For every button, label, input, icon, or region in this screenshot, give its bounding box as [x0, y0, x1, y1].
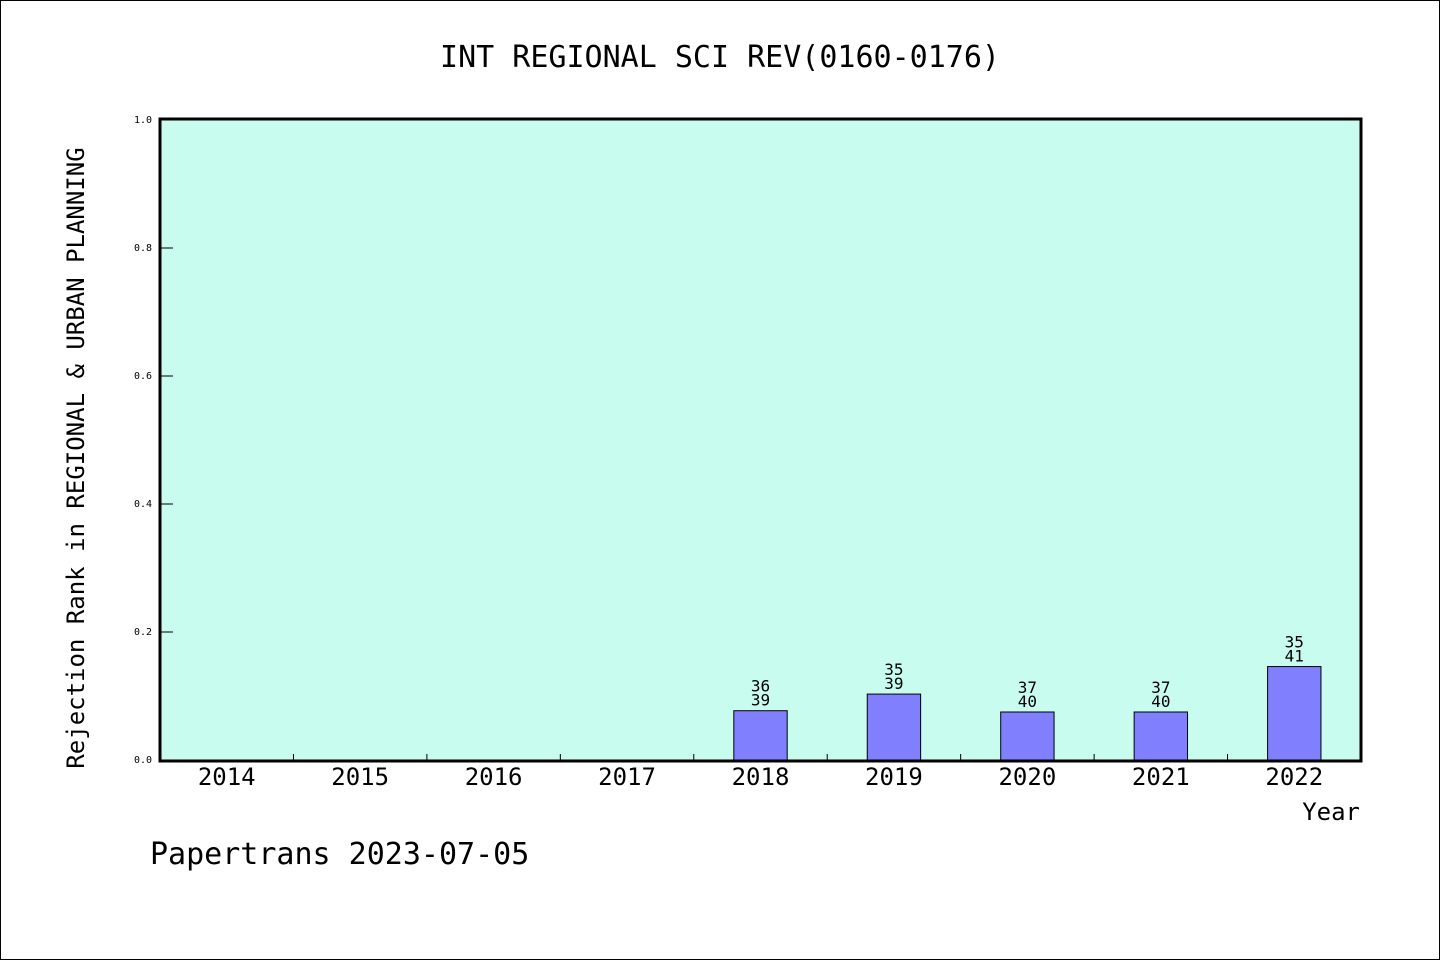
- y-tick-label: 0.2: [134, 627, 152, 638]
- x-tick-label: 2020: [998, 763, 1056, 791]
- x-tick-label: 2021: [1132, 763, 1190, 791]
- y-tick-label: 0.8: [134, 243, 152, 254]
- footer-credit: Papertrans 2023-07-05: [150, 837, 529, 872]
- bar-label-bottom: 39: [751, 691, 770, 710]
- bar-label-top: 35: [1285, 633, 1304, 652]
- x-tick-label: 2017: [598, 763, 656, 791]
- bar-label-bottom: 40: [1018, 692, 1037, 711]
- plot-border: [158, 117, 1363, 763]
- bar-2018: [733, 710, 788, 761]
- bar-label-top: 37: [1018, 678, 1037, 697]
- bar-label-bottom: 40: [1151, 692, 1170, 711]
- plot-area: [160, 119, 1361, 761]
- x-tick-label: 2014: [198, 763, 256, 791]
- x-axis-ticks: 2014 2015 2016 2017 2018 2019 2020 2021 2022: [198, 754, 1323, 791]
- bar-label-top: 36: [751, 677, 770, 696]
- bar-2019: [866, 693, 922, 761]
- bar-2022: [1267, 666, 1322, 761]
- x-tick-label: 2018: [732, 763, 790, 791]
- x-tick-label: 2015: [331, 763, 389, 791]
- bar-2021: [1133, 711, 1189, 761]
- chart-title: INT REGIONAL SCI REV(0160-0176): [440, 40, 1000, 75]
- y-axis-label: Rejection Rank in REGIONAL & URBAN PLANN…: [62, 147, 90, 768]
- bar-2020: [1000, 711, 1055, 761]
- x-tick-label: 2019: [865, 763, 923, 791]
- y-tick-label: 0.4: [134, 499, 152, 510]
- x-axis-label: Year: [1302, 798, 1360, 826]
- y-tick-label: 0.0: [134, 755, 152, 766]
- bar-label-bottom: 41: [1285, 647, 1304, 666]
- x-tick-label: 2022: [1265, 763, 1323, 791]
- bar-label-top: 37: [1151, 678, 1170, 697]
- bar-label-top: 35: [884, 660, 903, 679]
- bar-label-bottom: 39: [884, 674, 903, 693]
- x-tick-label: 2016: [465, 763, 523, 791]
- y-tick-label: 1.0: [134, 115, 152, 126]
- y-tick-label: 0.6: [134, 371, 152, 382]
